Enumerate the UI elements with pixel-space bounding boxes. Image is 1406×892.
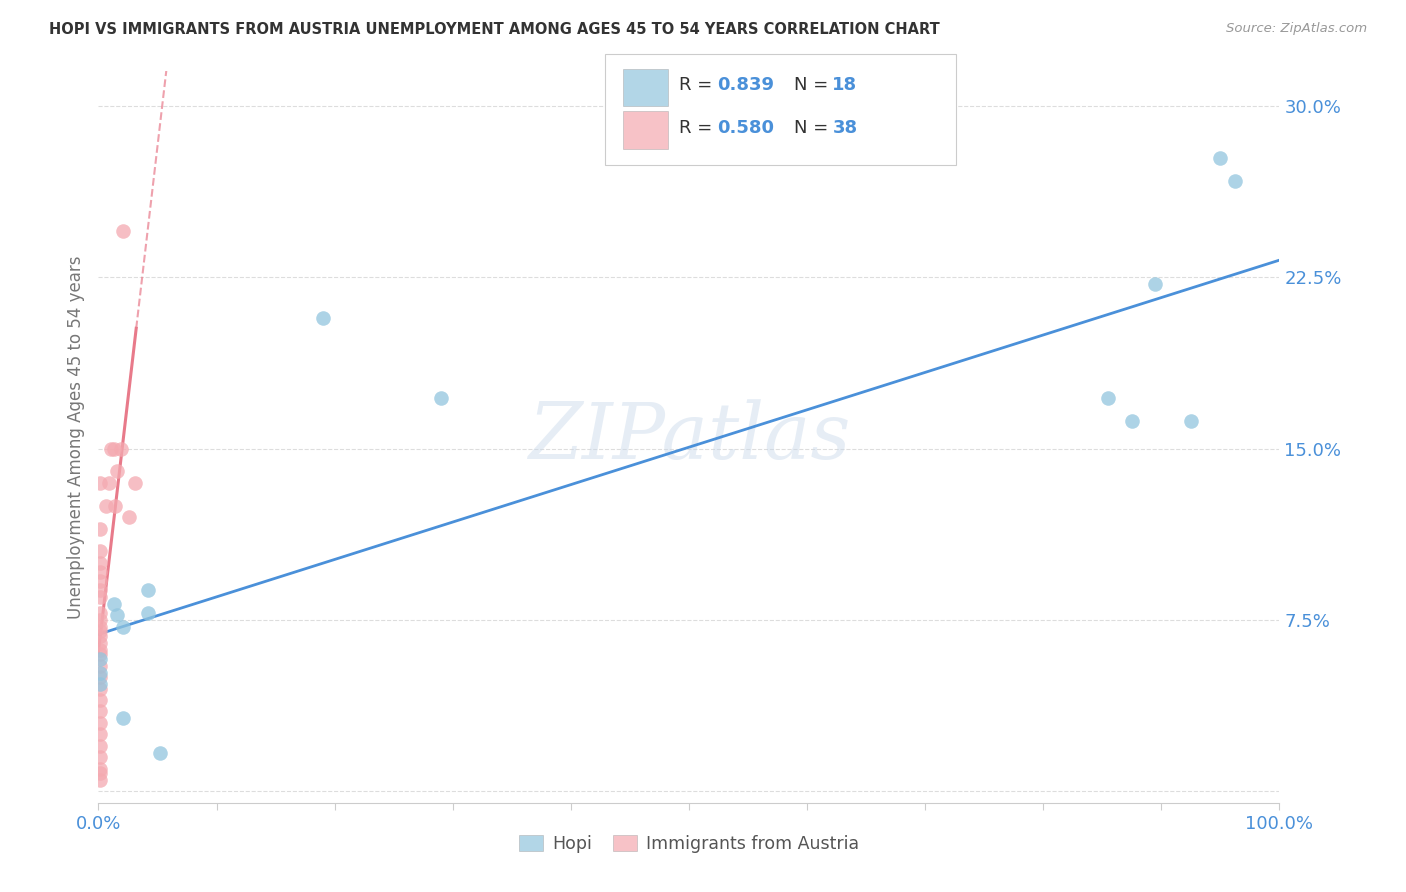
Text: 38: 38 xyxy=(832,119,858,136)
Point xyxy=(89,620,111,634)
Point xyxy=(124,475,146,490)
Point xyxy=(118,510,141,524)
Point xyxy=(89,636,111,650)
Point xyxy=(103,597,125,611)
Point xyxy=(89,629,111,643)
Point xyxy=(89,652,111,666)
Text: HOPI VS IMMIGRANTS FROM AUSTRIA UNEMPLOYMENT AMONG AGES 45 TO 54 YEARS CORRELATI: HOPI VS IMMIGRANTS FROM AUSTRIA UNEMPLOY… xyxy=(49,22,941,37)
Point xyxy=(112,224,135,238)
Legend: Hopi, Immigrants from Austria: Hopi, Immigrants from Austria xyxy=(512,828,866,860)
Point xyxy=(112,711,135,725)
Point xyxy=(149,746,172,760)
Point xyxy=(98,475,121,490)
Point xyxy=(89,670,111,684)
Point xyxy=(89,556,111,570)
Point xyxy=(89,739,111,753)
Point xyxy=(1097,391,1119,405)
Text: 0.839: 0.839 xyxy=(717,76,775,94)
Point xyxy=(136,606,159,620)
Point xyxy=(100,442,122,456)
Text: R =: R = xyxy=(679,119,718,136)
Point xyxy=(89,565,111,579)
Point xyxy=(89,677,111,691)
Point xyxy=(94,499,117,513)
Point xyxy=(89,521,111,535)
Text: R =: R = xyxy=(679,76,718,94)
Point xyxy=(89,665,111,680)
Point xyxy=(110,442,132,456)
Point xyxy=(89,772,111,787)
Point xyxy=(105,464,128,478)
Point xyxy=(430,391,453,405)
Point xyxy=(1209,151,1232,165)
Point xyxy=(89,574,111,588)
Point xyxy=(89,762,111,776)
Point xyxy=(89,766,111,780)
Point xyxy=(104,499,127,513)
Point xyxy=(89,705,111,719)
Point xyxy=(89,693,111,707)
Point xyxy=(89,681,111,696)
Text: 18: 18 xyxy=(832,76,858,94)
Y-axis label: Unemployment Among Ages 45 to 54 years: Unemployment Among Ages 45 to 54 years xyxy=(66,255,84,619)
Point xyxy=(89,727,111,741)
Point xyxy=(89,624,111,639)
Text: Source: ZipAtlas.com: Source: ZipAtlas.com xyxy=(1226,22,1367,36)
Point xyxy=(1180,414,1202,428)
Point xyxy=(103,442,125,456)
Point xyxy=(89,750,111,764)
Point xyxy=(89,715,111,730)
Point xyxy=(89,647,111,661)
Text: 0.580: 0.580 xyxy=(717,119,775,136)
Point xyxy=(89,642,111,657)
Point xyxy=(312,311,335,326)
Point xyxy=(105,608,128,623)
Point xyxy=(89,544,111,558)
Point xyxy=(89,475,111,490)
Point xyxy=(89,613,111,627)
Point xyxy=(1223,174,1246,188)
Text: N =: N = xyxy=(794,76,834,94)
Text: ZIPatlas: ZIPatlas xyxy=(527,399,851,475)
Point xyxy=(89,590,111,604)
Point xyxy=(1144,277,1167,291)
Point xyxy=(1121,414,1143,428)
Point xyxy=(136,583,159,598)
Text: N =: N = xyxy=(794,119,834,136)
Point xyxy=(89,606,111,620)
Point xyxy=(112,620,135,634)
Point xyxy=(89,583,111,598)
Point xyxy=(89,658,111,673)
